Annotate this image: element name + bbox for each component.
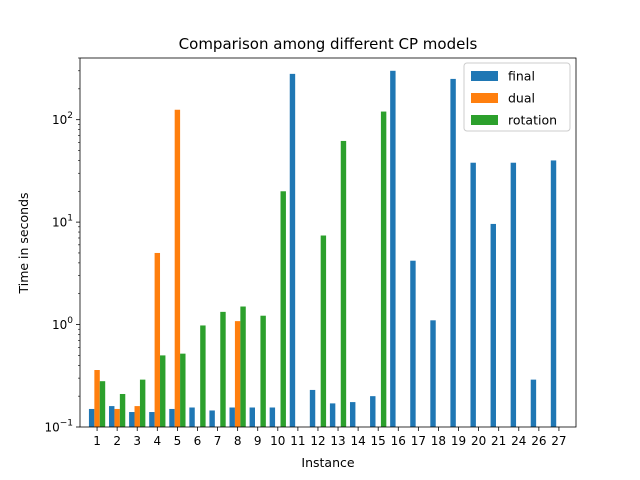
x-tick-label: 12 xyxy=(310,434,325,448)
x-axis-ticks: 1 2 3 4 5 6 7 8 9 10 11 12 13 14 15 16 17 18 19 20 21 24 26 27 xyxy=(93,427,567,448)
x-tick-label: 3 xyxy=(133,434,141,448)
chart-title: Comparison among different CP models xyxy=(179,35,478,53)
x-tick-label: 15 xyxy=(371,434,386,448)
bar-final-9 xyxy=(249,407,255,427)
bar-rotation-6 xyxy=(200,325,206,427)
bar-rotation-7 xyxy=(220,311,226,427)
bar-final-13 xyxy=(329,403,336,427)
legend-label-final: final xyxy=(508,69,535,84)
y-axis-label: Time in seconds xyxy=(16,192,31,294)
bar-final-7 xyxy=(209,410,215,427)
bar-rotation-2 xyxy=(119,393,126,427)
bar-rotation-3 xyxy=(139,379,146,427)
x-tick-label: 20 xyxy=(471,434,486,448)
x-tick-label: 13 xyxy=(330,434,345,448)
bar-final-17 xyxy=(410,260,416,427)
y-tick-label: 10−1 xyxy=(44,419,73,435)
y-tick-label: 102 xyxy=(52,111,73,127)
legend-label-dual: dual xyxy=(508,91,535,106)
bar-dual-8 xyxy=(234,321,241,427)
bar-final-14 xyxy=(349,402,356,427)
bar-final-6 xyxy=(189,407,195,427)
bar-final-27 xyxy=(550,160,557,427)
bar-dual-1 xyxy=(94,370,100,427)
x-tick-label: 24 xyxy=(511,434,526,448)
x-tick-label: 5 xyxy=(174,434,182,448)
bar-final-19 xyxy=(450,78,456,427)
bar-rotation-13 xyxy=(340,140,347,427)
bar-final-11 xyxy=(289,73,296,428)
x-tick-label: 10 xyxy=(270,434,285,448)
x-tick-label: 19 xyxy=(451,434,466,448)
bar-final-16 xyxy=(390,70,396,428)
x-tick-label: 7 xyxy=(214,434,222,448)
bar-final-10 xyxy=(269,407,276,427)
x-tick-label: 8 xyxy=(234,434,242,448)
bar-final-4 xyxy=(149,412,155,427)
bar-final-18 xyxy=(430,320,436,427)
bars-group xyxy=(88,70,557,428)
bar-rotation-4 xyxy=(160,355,166,427)
y-tick-label: 101 xyxy=(52,214,73,230)
bar-dual-2 xyxy=(114,408,120,427)
y-tick-label: 100 xyxy=(52,316,73,332)
legend: final dual rotation xyxy=(463,62,571,132)
legend-swatch-dual xyxy=(471,93,498,103)
bar-final-1 xyxy=(88,408,95,427)
bar-final-20 xyxy=(470,162,476,427)
bar-rotation-15 xyxy=(380,111,387,427)
bar-final-8 xyxy=(229,407,235,427)
x-tick-label: 2 xyxy=(113,434,121,448)
legend-label-rotation: rotation xyxy=(508,113,557,128)
bar-final-2 xyxy=(109,406,115,427)
bar-dual-5 xyxy=(174,109,181,427)
legend-swatch-rotation xyxy=(471,115,498,125)
bar-final-26 xyxy=(530,379,537,427)
bar-rotation-5 xyxy=(180,353,186,427)
x-tick-label: 21 xyxy=(491,434,506,448)
x-tick-label: 1 xyxy=(93,434,101,448)
bar-rotation-10 xyxy=(280,191,286,427)
bar-dual-3 xyxy=(134,406,140,427)
x-tick-label: 18 xyxy=(431,434,446,448)
x-tick-label: 26 xyxy=(531,434,546,448)
bar-final-21 xyxy=(490,223,496,427)
bar-rotation-8 xyxy=(240,306,246,427)
x-tick-label: 16 xyxy=(391,434,406,448)
bar-final-15 xyxy=(370,396,376,427)
axes-frame xyxy=(79,57,577,428)
bar-dual-4 xyxy=(154,252,161,427)
x-tick-label: 9 xyxy=(254,434,262,448)
bar-rotation-1 xyxy=(99,381,106,427)
x-tick-label: 4 xyxy=(153,434,161,448)
x-tick-label: 17 xyxy=(411,434,426,448)
bar-final-12 xyxy=(309,389,316,427)
y-axis-ticks: 10−1 100 101 102 xyxy=(44,57,80,435)
x-tick-label: 11 xyxy=(290,434,305,448)
x-tick-label: 14 xyxy=(350,434,365,448)
bar-rotation-9 xyxy=(260,315,266,427)
x-axis-label: Instance xyxy=(301,455,354,470)
bar-final-24 xyxy=(510,162,517,427)
x-tick-label: 6 xyxy=(194,434,202,448)
bar-final-3 xyxy=(129,412,135,427)
bar-rotation-12 xyxy=(320,235,327,427)
x-tick-label: 27 xyxy=(551,434,566,448)
bar-final-5 xyxy=(169,408,175,427)
legend-swatch-final xyxy=(471,71,498,81)
plot-area: 1 2 3 4 5 6 7 8 9 10 11 12 13 14 15 16 17 18 19 20 21 24 26 27 … xyxy=(44,57,577,448)
